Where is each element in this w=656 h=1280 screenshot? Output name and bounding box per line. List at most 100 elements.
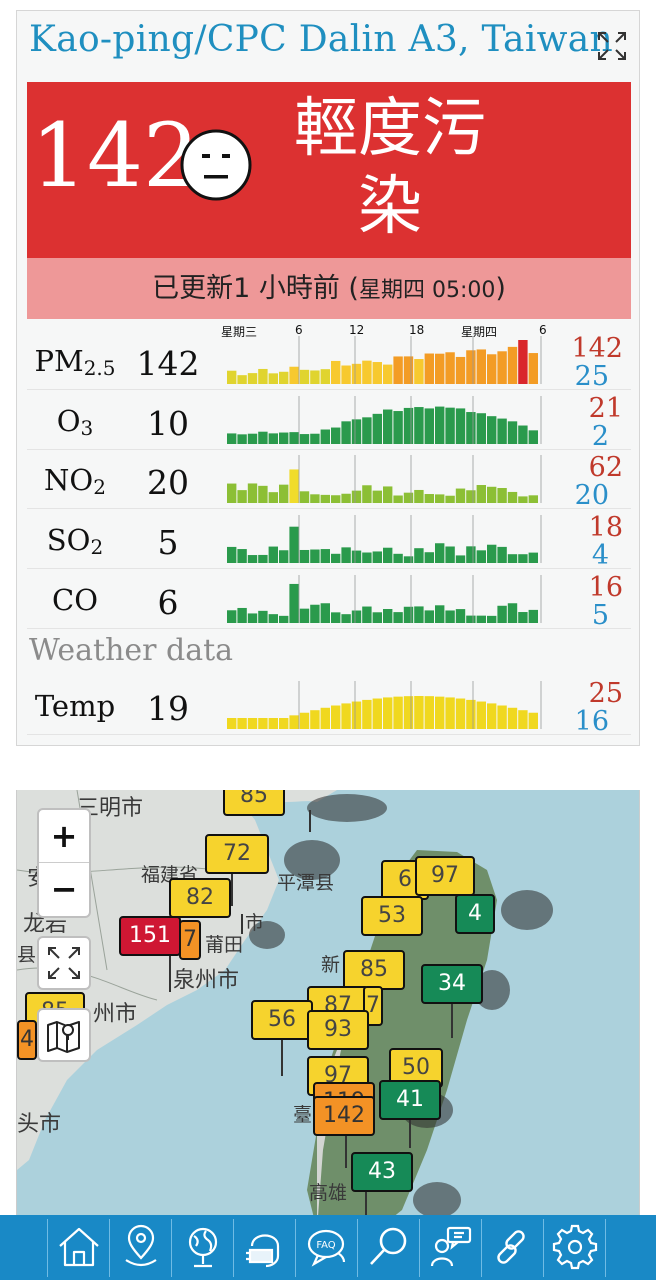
row-so2[interactable]: SO2 5 18 4 [27,509,631,569]
spark-bar [237,718,247,729]
nav-home[interactable] [47,1219,109,1277]
aqi-marker[interactable]: 151 [119,916,181,956]
spark-bar [507,491,518,503]
spark-bar [466,615,476,623]
co-value: 6 [157,583,179,622]
aqi-marker[interactable]: 85 [343,950,405,990]
row-co[interactable]: CO 6 16 5 [27,569,631,629]
spark-bar [435,696,445,729]
spark-bar [372,490,382,503]
map-fullscreen-button[interactable] [37,936,91,990]
nav-map[interactable] [109,1219,171,1277]
spark-bar [518,425,528,444]
aqi-level-line2: 染 [358,170,422,244]
spark-bar [518,554,528,563]
row-no2[interactable]: NO2 20 62 20 [27,449,631,509]
aqi-marker[interactable]: 85 [223,790,285,816]
row-o3[interactable]: O3 10 21 2 [27,390,631,450]
aqi-panel: 142 輕度污 染 [27,82,631,258]
nav-mask[interactable] [233,1219,295,1277]
nav-search[interactable] [357,1219,419,1277]
nav-settings[interactable] [543,1219,605,1277]
aqi-marker[interactable]: 56 [251,1000,313,1040]
spark-bar [393,411,403,444]
spark-bar [341,703,351,729]
spark-bar [268,546,278,563]
o3-sparkline [227,396,542,444]
spark-bar [310,604,320,623]
map-layers-button[interactable] [37,1008,91,1062]
nav-links[interactable] [481,1219,543,1277]
spark-bar [476,550,486,563]
row-temp[interactable]: Temp 19 25 16 [27,675,631,735]
so2-max: 18 [588,512,623,543]
aqi-marker[interactable]: 43 [351,1152,413,1192]
aqi-marker[interactable]: 97 [415,856,475,896]
zoom-in-button[interactable]: + [39,810,89,863]
aqi-marker[interactable]: 7 [363,986,383,1026]
spark-bar [466,546,476,563]
spark-bar [393,356,403,384]
no2-min: 20 [574,480,609,511]
spark-bar [424,552,434,563]
spark-bar [435,353,445,384]
pm25-name: PM2.5 [27,344,123,380]
spark-bar [487,416,497,444]
weather-data-label: Weather data [29,633,234,668]
aqi-marker[interactable]: 34 [421,964,483,1004]
spark-bar [331,553,341,563]
spark-bar [341,547,351,563]
spark-bar [424,610,434,623]
aqi-map[interactable]: 三明市 福建省 安市 龙岩 县 泉州市 州市 头市 莆田 平潭县 市 新 臺 高… [16,790,640,1230]
aqi-marker[interactable]: 7 [179,920,201,960]
spark-bar [351,610,362,623]
spark-bar [518,612,528,623]
spark-bar [435,406,445,444]
spark-bar [351,550,362,563]
spark-bar [289,715,299,729]
spark-bar [466,490,476,503]
spark-bar [414,696,424,729]
o3-value: 10 [147,404,189,443]
spark-bar [237,490,247,503]
spark-bar [320,369,330,384]
aqi-marker[interactable]: 93 [307,1010,369,1050]
aqi-marker[interactable]: 72 [205,834,269,874]
aqi-marker[interactable]: 4 [17,1020,37,1060]
aqi-marker[interactable]: 4 [455,894,495,934]
spark-bar [320,603,330,623]
spark-bar [455,408,466,444]
axis-label: 6 [539,323,547,337]
aqi-marker[interactable]: 142 [313,1096,375,1136]
axis-label: 18 [409,323,425,337]
updated-time: 星期四 05:00 [358,278,496,303]
nav-faq[interactable]: FAQ [295,1219,357,1277]
bottom-nav: FAQ [0,1215,656,1280]
temp-name-text: Temp [34,689,116,723]
presenter-icon [430,1226,472,1267]
place-label: 市 [245,912,265,934]
spark-bar [518,496,528,503]
zoom-out-button[interactable]: − [50,870,78,908]
spark-bar [289,526,299,563]
spark-bar [507,554,518,563]
aqi-marker[interactable]: 41 [379,1080,441,1120]
spark-bar [435,494,445,503]
spark-bar [247,718,258,729]
no2-name: NO2 [27,463,123,499]
fullscreen-icon[interactable] [597,31,627,61]
temp-sparkline [227,681,542,729]
nav-world[interactable] [171,1219,233,1277]
spark-bar [518,710,528,729]
spark-bar [528,712,538,729]
nav-presentation[interactable] [419,1219,481,1277]
spark-bar [497,488,507,503]
station-title[interactable]: Kao-ping/CPC Dalin A3, Taiwan [29,19,613,60]
aqi-marker[interactable]: 53 [361,896,423,936]
spark-bar [299,608,310,623]
row-pm25[interactable]: PM2.5 142 142 25 [27,330,631,390]
spark-bar [383,486,393,503]
spark-bar [528,552,538,563]
aqi-marker[interactable]: 82 [169,878,231,918]
place-label: 平潭县 [277,872,335,894]
